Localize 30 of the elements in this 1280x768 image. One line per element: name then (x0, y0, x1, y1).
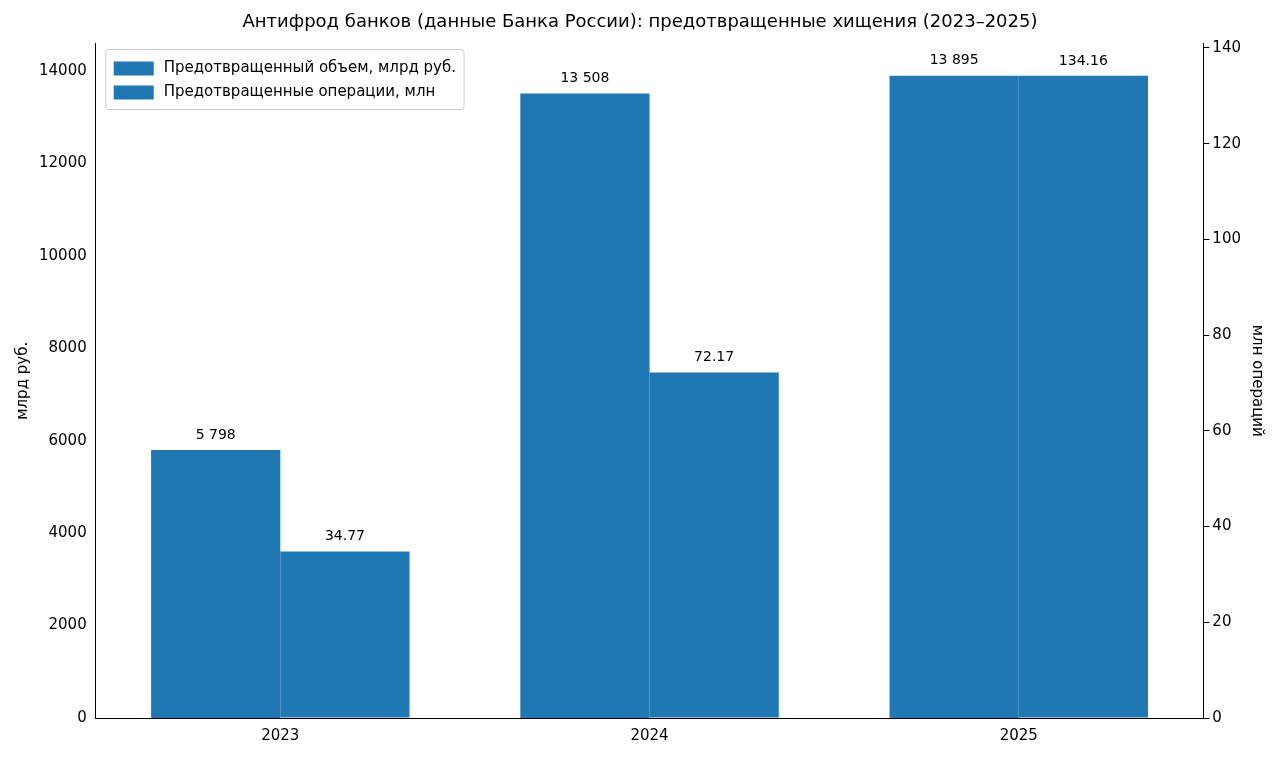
y-tick-label: 4000 (48, 523, 87, 541)
y2-tick-label: 120 (1212, 133, 1242, 152)
legend-label: Предотвращенные операции, млн (163, 82, 436, 101)
y-tick-label: 8000 (48, 338, 87, 357)
y2-tick-label: 100 (1212, 229, 1242, 248)
y2-tick-label: 80 (1212, 324, 1232, 343)
y-axis-title: млрд руб. (12, 341, 31, 420)
data-label: 72.17 (694, 348, 735, 365)
y-tick-label: 10000 (39, 245, 87, 264)
y-tick-label: 12000 (39, 153, 87, 172)
x-tick-label: 2023 (261, 725, 300, 744)
data-label: 134.16 (1058, 51, 1108, 68)
y2-axis-title: млн операций (1249, 324, 1268, 437)
y2-tick-label: 0 (1212, 707, 1222, 726)
y-tick-label: 14000 (39, 60, 87, 79)
chart-title: Антифрод банков (данные Банка России): предотвращенные хищения (2023–2025) (242, 10, 1038, 32)
y2-tick-label: 60 (1212, 420, 1232, 439)
y2-tick-label: 20 (1212, 612, 1232, 631)
x-tick-label: 2025 (999, 725, 1038, 744)
y-tick-label: 0 (77, 707, 87, 726)
data-label: 13 895 (929, 51, 979, 68)
data-label: 5 798 (195, 425, 236, 442)
data-label: 13 508 (560, 69, 610, 86)
y2-tick-label: 140 (1212, 37, 1242, 56)
data-label: 34.77 (324, 527, 365, 544)
y-tick-label: 6000 (48, 430, 87, 449)
y2-tick-label: 40 (1212, 516, 1232, 535)
x-tick-label: 2024 (630, 725, 669, 744)
legend-label: Предотвращенный объем, млрд руб. (163, 58, 457, 77)
y-tick-label: 2000 (48, 615, 87, 634)
